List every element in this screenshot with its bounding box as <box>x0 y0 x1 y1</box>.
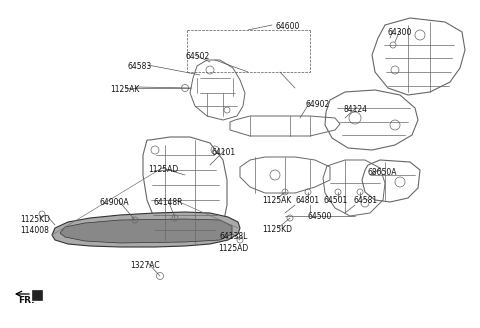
Text: 1125KD: 1125KD <box>262 225 292 234</box>
Text: 64101: 64101 <box>212 148 236 157</box>
Text: 64501: 64501 <box>323 196 347 205</box>
Text: 64300: 64300 <box>388 28 412 37</box>
Text: 64801: 64801 <box>295 196 319 205</box>
Text: 64581: 64581 <box>353 196 377 205</box>
Text: 1125AK: 1125AK <box>110 85 139 94</box>
Polygon shape <box>60 219 232 243</box>
Text: 64502: 64502 <box>185 52 209 61</box>
Text: 64583: 64583 <box>128 62 152 71</box>
Text: 1125AD: 1125AD <box>148 165 178 174</box>
Text: 1125KD: 1125KD <box>20 215 50 224</box>
Text: 64148R: 64148R <box>153 198 182 207</box>
Text: 64900A: 64900A <box>100 198 130 207</box>
Text: 84124: 84124 <box>344 105 368 114</box>
Text: 68650A: 68650A <box>368 168 397 177</box>
Text: 64902: 64902 <box>305 100 329 109</box>
Text: 64138L: 64138L <box>220 232 248 241</box>
Text: FR.: FR. <box>18 296 35 305</box>
Text: 64600: 64600 <box>275 22 300 31</box>
Text: 1125AK: 1125AK <box>262 196 291 205</box>
Polygon shape <box>32 290 42 300</box>
Text: 1327AC: 1327AC <box>130 261 160 270</box>
Polygon shape <box>52 212 240 247</box>
Text: 1125AD: 1125AD <box>218 244 248 253</box>
Text: 114008: 114008 <box>20 226 49 235</box>
Text: 64500: 64500 <box>308 212 332 221</box>
